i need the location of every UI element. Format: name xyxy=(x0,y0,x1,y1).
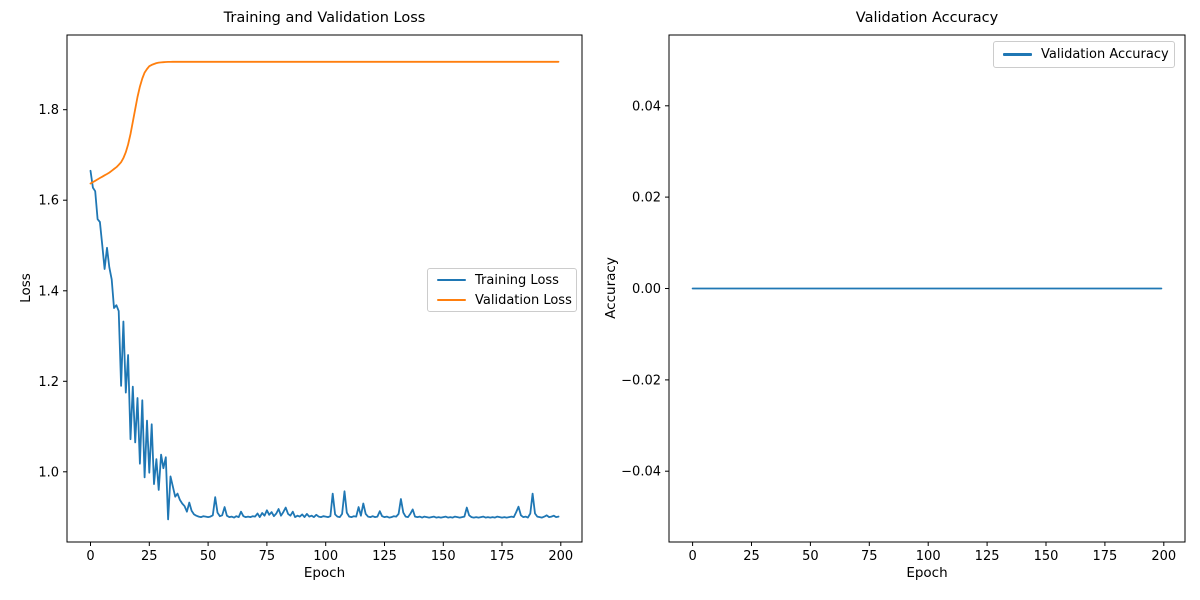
accuracy-chart-title: Validation Accuracy xyxy=(855,10,999,26)
x-tick-label: 125 xyxy=(975,549,1000,564)
y-tick-label: 0.00 xyxy=(632,282,661,297)
x-tick-label: 25 xyxy=(743,549,760,564)
y-tick-label: 1.8 xyxy=(38,103,59,118)
x-tick-label: 25 xyxy=(141,549,158,564)
training-loss-line-sample xyxy=(437,278,466,282)
validation-loss-line-sample xyxy=(437,298,466,302)
x-tick-label: 100 xyxy=(916,549,941,564)
y-tick-label: −0.04 xyxy=(621,465,661,480)
loss-chart-title: Training and Validation Loss xyxy=(223,10,426,26)
x-tick-label: 100 xyxy=(313,549,338,564)
x-tick-label: 50 xyxy=(200,549,217,564)
accuracy-x-axis-label: Epoch xyxy=(906,565,948,581)
x-tick-label: 50 xyxy=(802,549,819,564)
x-tick-label: 175 xyxy=(490,549,515,564)
x-tick-label: 75 xyxy=(259,549,276,564)
x-tick-label: 200 xyxy=(1151,549,1176,564)
loss-x-axis-label: Epoch xyxy=(303,565,346,581)
accuracy-legend: Validation Accuracy xyxy=(993,41,1175,68)
y-tick-label: 0.04 xyxy=(632,99,661,114)
x-tick-label: 75 xyxy=(861,549,878,564)
y-tick-label: 1.6 xyxy=(38,194,59,209)
accuracy-axes: 0 25 50 75 100 125 150 175 200 −0.04 −0.02 0.00 0.02… xyxy=(621,34,1186,564)
y-tick-label: 1.2 xyxy=(38,375,59,390)
x-tick-label: 150 xyxy=(431,549,456,564)
y-tick-label: −0.02 xyxy=(621,373,661,388)
legend-entry-validation-accuracy: Validation Accuracy xyxy=(1003,47,1169,62)
loss-y-axis-label: Loss xyxy=(18,273,34,303)
legend-label: Training Loss xyxy=(475,272,559,288)
legend-entry-training-loss: Training Loss xyxy=(437,273,567,288)
y-tick-label: 0.02 xyxy=(632,191,661,206)
accuracy-y-axis-label: Accuracy xyxy=(603,257,619,319)
x-tick-label: 125 xyxy=(372,549,397,564)
validation-accuracy-line-sample xyxy=(1003,53,1032,56)
legend-label: Validation Loss xyxy=(475,292,572,308)
loss-legend: Training Loss Validation Loss xyxy=(427,268,577,312)
y-tick-label: 1.4 xyxy=(38,284,59,299)
series-training-loss xyxy=(89,169,560,521)
loss-axes: 0 25 50 75 100 125 150 175 200 1.0 1.2 1.4 1.6 1.8 xyxy=(38,34,583,564)
x-tick-label: 0 xyxy=(688,549,696,564)
axes-frame xyxy=(66,34,583,543)
x-tick-label: 200 xyxy=(548,549,573,564)
y-tick-label: 1.0 xyxy=(38,465,59,480)
x-tick-label: 150 xyxy=(1034,549,1059,564)
series-validation-loss xyxy=(89,60,560,185)
legend-entry-validation-loss: Validation Loss xyxy=(437,293,572,308)
legend-label: Validation Accuracy xyxy=(1041,47,1169,62)
x-tick-label: 0 xyxy=(86,549,94,564)
x-tick-label: 175 xyxy=(1092,549,1117,564)
